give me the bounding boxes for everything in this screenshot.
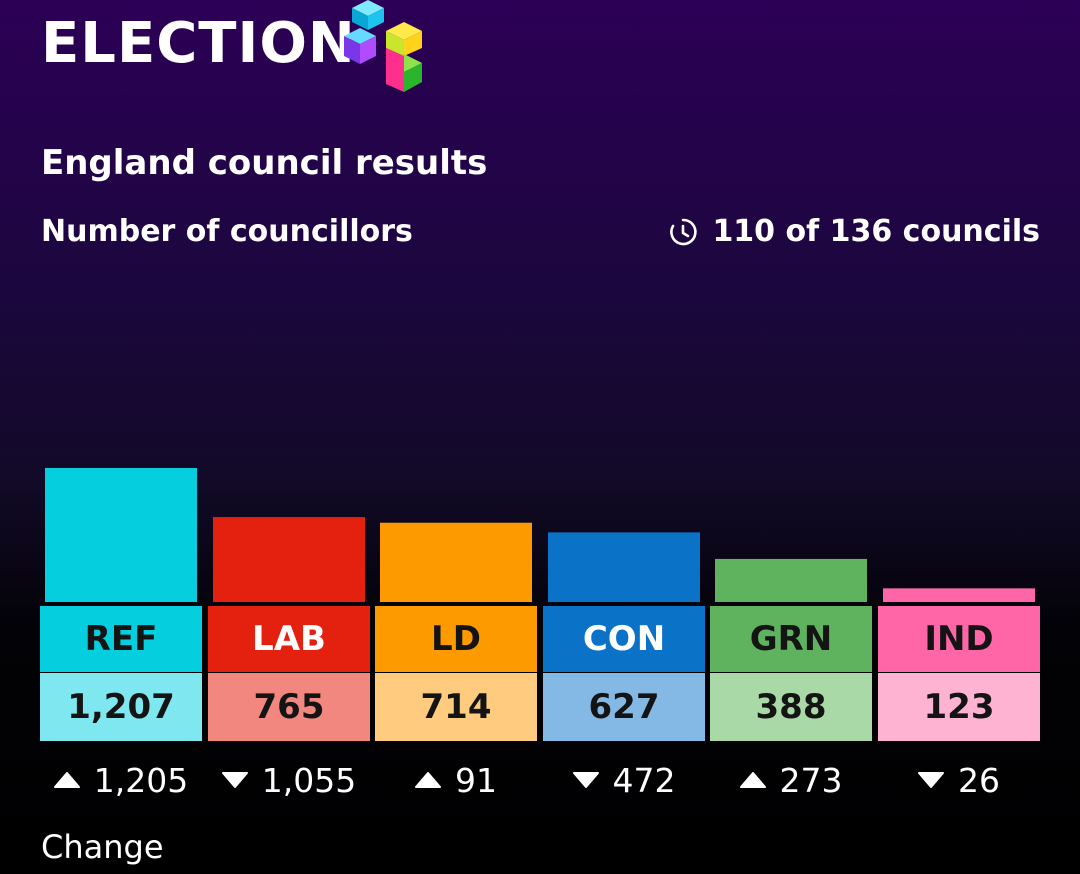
- triangle-up-icon: [53, 772, 80, 788]
- party-label-lab: LAB: [208, 606, 370, 672]
- header: ELECTION: [41, 0, 356, 100]
- triangle-up-icon: [415, 772, 441, 788]
- party-label-grn: GRN: [710, 606, 872, 672]
- triangle-down-icon: [918, 772, 944, 788]
- change-grn: 273: [710, 755, 872, 805]
- change-value: 91: [455, 760, 497, 800]
- bar-grn: [715, 558, 867, 602]
- party-label-ref: REF: [40, 606, 202, 672]
- page-title: England council results: [41, 143, 488, 183]
- councillor-count-ref: 1,207: [40, 673, 202, 741]
- councils-progress-text: 110 of 136 councils: [712, 214, 1040, 249]
- party-label-con: CON: [543, 606, 705, 672]
- change-value: 472: [612, 760, 676, 800]
- bar-ld: [380, 522, 532, 602]
- bar-ref: [45, 468, 197, 602]
- triangle-down-icon: [572, 772, 599, 788]
- change-ld: 91: [375, 755, 537, 805]
- councillor-count-ind: 123: [878, 673, 1040, 741]
- election-logo-text: ELECTION: [41, 11, 356, 76]
- party-label-ld: LD: [375, 606, 537, 672]
- clock-icon: [670, 218, 698, 245]
- party-label-ind: IND: [878, 606, 1040, 672]
- change-con: 472: [543, 755, 705, 805]
- change-ref: 1,205: [40, 755, 202, 805]
- councillor-count-con: 627: [543, 673, 705, 741]
- change-label: Change: [41, 828, 164, 866]
- councillor-count-grn: 388: [710, 673, 872, 741]
- change-value: 26: [958, 760, 1000, 800]
- change-ind: 26: [878, 755, 1040, 805]
- change-value: 1,205: [93, 760, 189, 800]
- election-cubes-logo-icon: [344, 0, 422, 92]
- triangle-down-icon: [221, 772, 248, 788]
- bar-lab: [213, 517, 365, 602]
- change-value: 1,055: [261, 760, 357, 800]
- triangle-up-icon: [739, 772, 766, 788]
- change-value: 273: [779, 760, 843, 800]
- councillor-count-lab: 765: [208, 673, 370, 741]
- councillor-count-ld: 714: [375, 673, 537, 741]
- bar-ind: [883, 588, 1035, 602]
- councils-progress: 110 of 136 councils: [668, 214, 1040, 249]
- bar-con: [548, 532, 700, 602]
- change-lab: 1,055: [208, 755, 370, 805]
- chart-subtitle: Number of councillors: [41, 214, 413, 249]
